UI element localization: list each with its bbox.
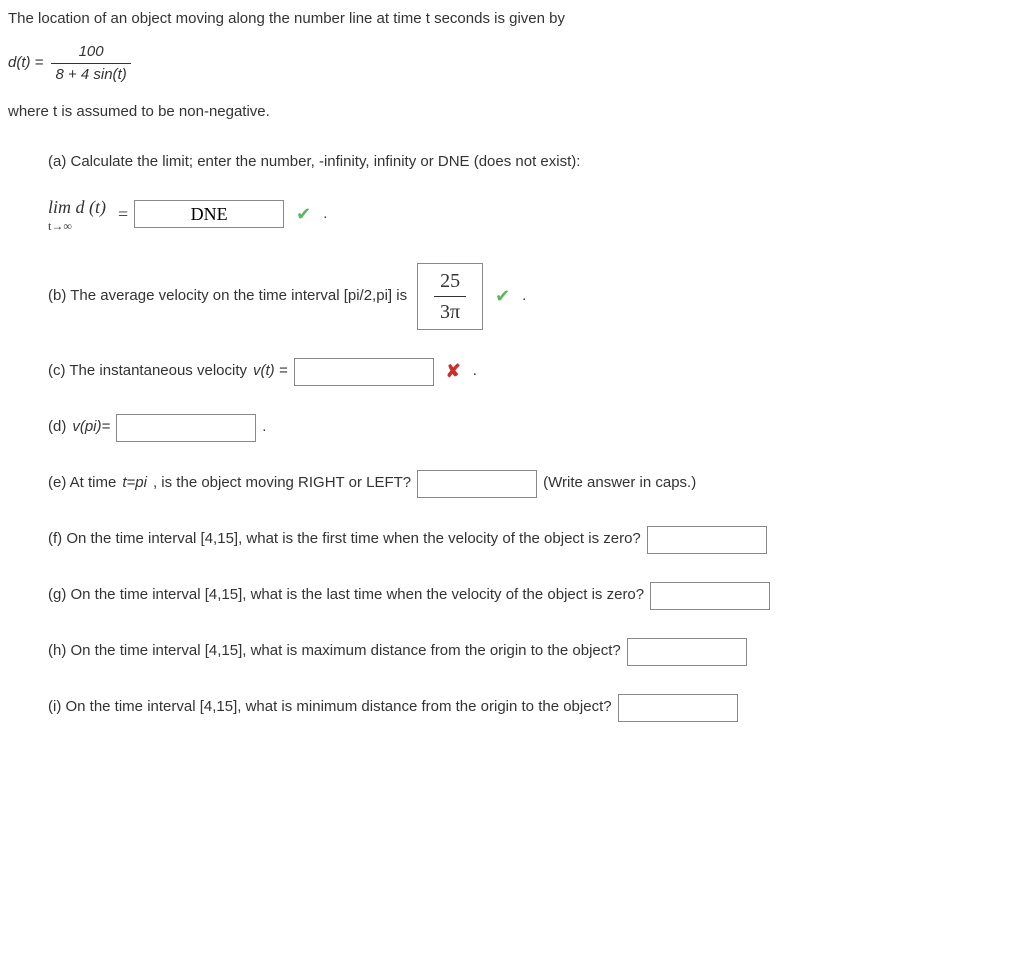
part-d-vpi: v(pi)=	[72, 416, 110, 439]
part-d-input[interactable]	[116, 414, 256, 442]
period: .	[323, 203, 327, 226]
period: .	[522, 285, 526, 308]
part-e-text-1: (e) At time	[48, 472, 116, 495]
intro-line2: where t is assumed to be non-negative.	[8, 101, 1016, 124]
formula-lhs: d(t) =	[8, 52, 43, 75]
part-i: (i) On the time interval [4,15], what is…	[48, 694, 1016, 722]
part-i-text: (i) On the time interval [4,15], what is…	[48, 696, 612, 719]
formula-row: d(t) = 100 8 + 4 sin(t)	[8, 41, 1016, 87]
part-c-vt: v(t) =	[253, 360, 288, 383]
part-d: (d) v(pi)= .	[48, 414, 1016, 442]
part-c-input[interactable]	[294, 358, 434, 386]
part-g: (g) On the time interval [4,15], what is…	[48, 582, 1016, 610]
check-icon: ✔	[495, 283, 510, 310]
period: .	[473, 360, 477, 383]
part-g-text: (g) On the time interval [4,15], what is…	[48, 584, 644, 607]
part-e-input[interactable]	[417, 470, 537, 498]
period: .	[262, 416, 266, 439]
part-b: (b) The average velocity on the time int…	[48, 263, 1016, 330]
part-h-text: (h) On the time interval [4,15], what is…	[48, 640, 621, 663]
part-a-text: (a) Calculate the limit; enter the numbe…	[48, 151, 1016, 174]
part-c-text: (c) The instantaneous velocity	[48, 360, 247, 383]
formula-numerator: 100	[51, 41, 130, 65]
part-h-input[interactable]	[627, 638, 747, 666]
part-g-input[interactable]	[650, 582, 770, 610]
intro-line1: The location of an object moving along t…	[8, 8, 1016, 31]
part-f: (f) On the time interval [4,15], what is…	[48, 526, 1016, 554]
check-icon: ✔	[296, 201, 311, 228]
part-e-tpi: t=pi	[122, 472, 147, 495]
part-d-text: (d)	[48, 416, 66, 439]
part-e: (e) At time t=pi , is the object moving R…	[48, 470, 1016, 498]
part-a: (a) Calculate the limit; enter the numbe…	[48, 151, 1016, 235]
part-e-hint: (Write answer in caps.)	[543, 472, 696, 495]
part-e-text-2: , is the object moving RIGHT or LEFT?	[153, 472, 411, 495]
part-h: (h) On the time interval [4,15], what is…	[48, 638, 1016, 666]
equals-sign: =	[118, 201, 128, 228]
part-c: (c) The instantaneous velocity v(t) = ✘ …	[48, 358, 1016, 386]
part-i-input[interactable]	[618, 694, 738, 722]
problem-intro: The location of an object moving along t…	[8, 8, 1016, 31]
part-a-input[interactable]	[134, 200, 284, 228]
part-b-answer-den: 3π	[434, 297, 466, 327]
part-f-input[interactable]	[647, 526, 767, 554]
part-f-text: (f) On the time interval [4,15], what is…	[48, 528, 641, 551]
formula-fraction: 100 8 + 4 sin(t)	[51, 41, 130, 87]
part-b-text: (b) The average velocity on the time int…	[48, 285, 407, 308]
cross-icon: ✘	[446, 358, 461, 385]
limit-expression: lim d (t) t→∞	[48, 194, 106, 235]
part-b-answer-num: 25	[434, 266, 466, 297]
formula-denominator: 8 + 4 sin(t)	[51, 64, 130, 87]
part-b-answer[interactable]: 25 3π	[417, 263, 483, 330]
